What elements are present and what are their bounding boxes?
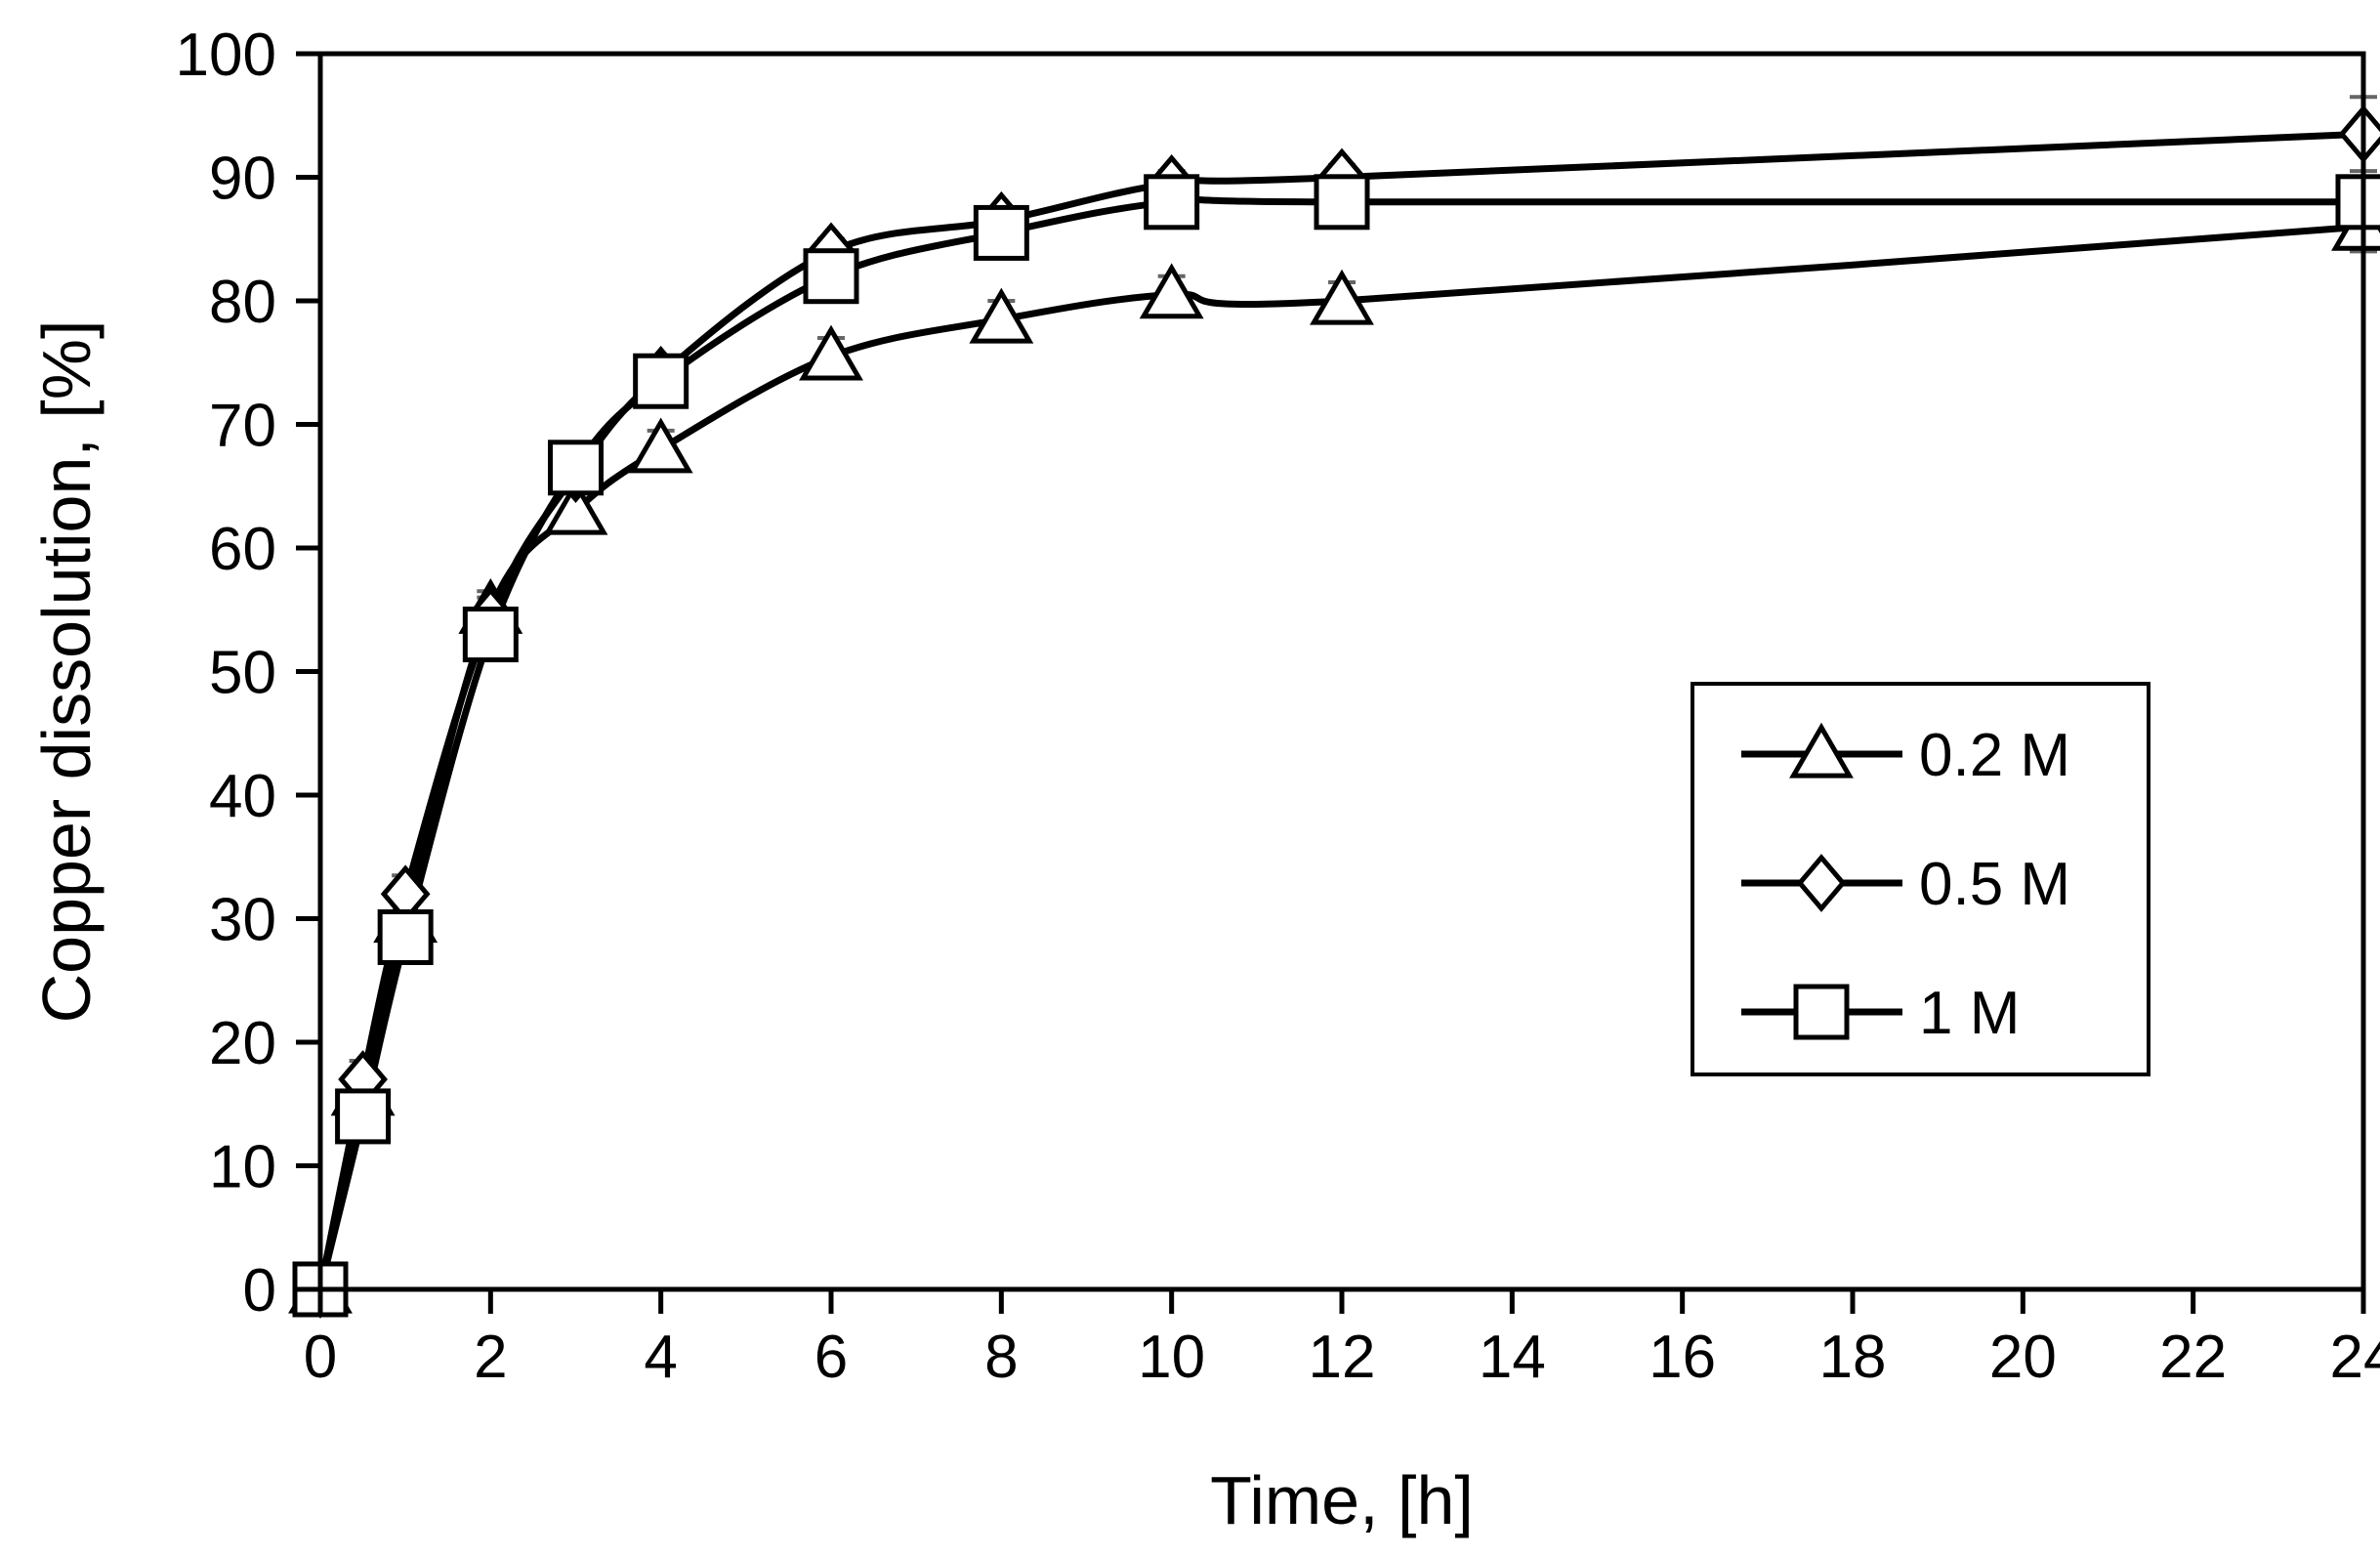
- y-tick-label: 10: [209, 1134, 276, 1201]
- y-tick-label: 100: [176, 21, 276, 89]
- data-point-diamond: [2338, 105, 2380, 164]
- series-markers: [288, 105, 2380, 1319]
- y-axis-ticks: 0 10 20 30 40 50 60 70 80 90 100: [176, 21, 320, 1325]
- plot-frame: [317, 51, 2366, 1292]
- legend-label: 0.2 M: [1919, 722, 2070, 789]
- y-tick-label: 80: [209, 269, 276, 336]
- x-tick-label: 24: [2330, 1324, 2380, 1391]
- legend-marker-triangle: [1789, 722, 1854, 778]
- x-tick-label: 0: [304, 1324, 337, 1391]
- data-point-square: [462, 607, 519, 663]
- x-tick-label: 4: [644, 1324, 677, 1391]
- x-tick-label: 10: [1138, 1324, 1205, 1391]
- y-tick-label: 20: [209, 1010, 276, 1077]
- legend-label: 0.5 M: [1919, 851, 2070, 918]
- data-point-square: [1314, 174, 1370, 231]
- data-point-triangle: [1310, 269, 1374, 325]
- data-point-square: [377, 908, 434, 965]
- x-tick-label: 8: [984, 1324, 1018, 1391]
- data-point-triangle: [1139, 263, 1204, 319]
- x-axis-ticks: 024681012141618202224: [304, 1289, 2380, 1391]
- legend-label: 1 M: [1919, 980, 2020, 1047]
- data-point-square: [335, 1088, 392, 1145]
- data-point-square: [633, 353, 689, 409]
- y-tick-label: 70: [209, 393, 276, 460]
- x-axis-title: Time, [h]: [1210, 1462, 1474, 1538]
- y-tick-label: 30: [209, 887, 276, 954]
- x-tick-label: 2: [474, 1324, 507, 1391]
- data-point-square: [548, 440, 604, 496]
- y-tick-label: 50: [209, 640, 276, 707]
- data-point-square: [1144, 174, 1200, 231]
- legend-marker-diamond: [1796, 854, 1847, 912]
- data-point-square: [803, 248, 859, 305]
- x-tick-label: 14: [1479, 1324, 1546, 1391]
- data-point-square: [973, 204, 1029, 261]
- data-point-triangle: [969, 287, 1034, 344]
- legend: 0.2 M 0.5 M 1 M: [1691, 682, 2150, 1076]
- data-point-triangle: [799, 324, 863, 381]
- x-tick-label: 20: [1989, 1324, 2057, 1391]
- y-axis-title: Copper dissolution, [%]: [28, 320, 104, 1024]
- data-point-triangle: [543, 479, 608, 535]
- x-tick-label: 16: [1649, 1324, 1716, 1391]
- y-tick-label: 90: [209, 146, 276, 213]
- legend-marker-square: [1793, 984, 1850, 1040]
- x-tick-label: 12: [1309, 1324, 1376, 1391]
- x-tick-label: 22: [2159, 1324, 2227, 1391]
- x-tick-label: 6: [814, 1324, 848, 1391]
- data-point-triangle: [628, 417, 693, 474]
- y-tick-label: 60: [209, 516, 276, 583]
- data-point-square: [2335, 174, 2380, 231]
- y-tick-label: 0: [243, 1257, 276, 1325]
- x-tick-label: 18: [1819, 1324, 1887, 1391]
- y-tick-label: 40: [209, 763, 276, 830]
